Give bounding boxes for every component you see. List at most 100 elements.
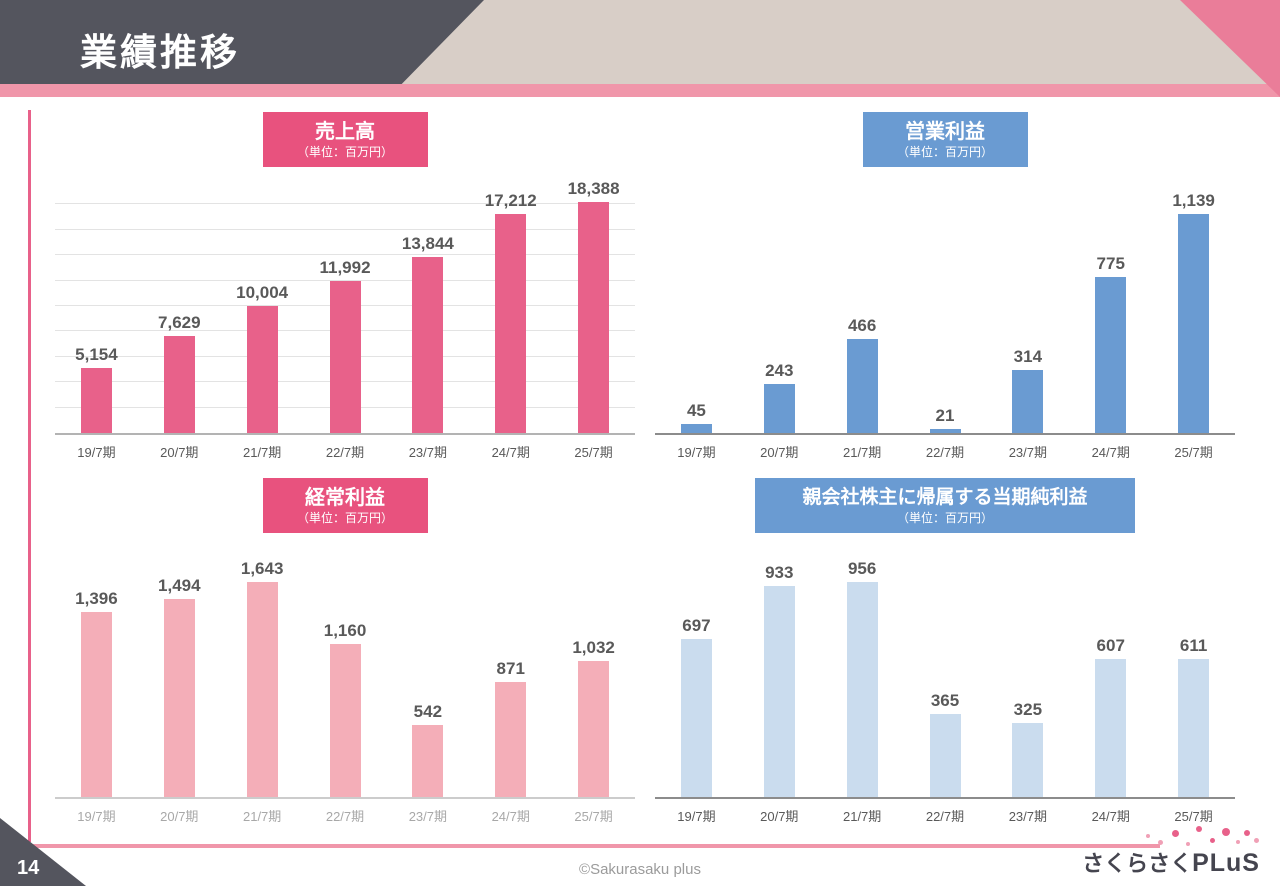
bar-column: 21 xyxy=(904,191,987,433)
net-income-chart-title-box: 親会社株主に帰属する当期純利益 （単位：百万円） xyxy=(755,478,1135,533)
category-axis: 19/7期 20/7期 21/7期 22/7期 23/7期 24/7期 25/7期 xyxy=(55,442,635,461)
bar-column: 7,629 xyxy=(138,179,221,433)
bar xyxy=(846,582,878,797)
bar xyxy=(763,585,795,797)
chart-unit-subtitle: （単位：百万円） xyxy=(296,511,393,525)
category-label: 19/7期 xyxy=(77,445,116,460)
category-label: 23/7期 xyxy=(1008,445,1048,460)
bar-value-label: 11,992 xyxy=(319,257,371,277)
company-logo: さくらさくPLuS xyxy=(1082,826,1260,877)
bar-column: 466 xyxy=(821,191,904,433)
bar xyxy=(1095,276,1127,433)
category-label: 19/7期 xyxy=(77,809,116,824)
bar-value-label: 933 xyxy=(765,562,794,582)
bar-value-label: 10,004 xyxy=(236,282,289,302)
bar-value-label: 697 xyxy=(682,616,711,636)
bar-value-label: 13,844 xyxy=(401,234,454,254)
plot-area: 1,396 1,494 1,643 1,160 542 871 1,032 xyxy=(55,559,635,799)
bar-column: 1,643 xyxy=(221,559,304,797)
logo-dot xyxy=(1236,840,1240,844)
bar-value-label: 466 xyxy=(847,316,877,336)
bar xyxy=(495,681,527,797)
page-title: 業績推移 xyxy=(80,32,240,73)
bar-column: 1,160 xyxy=(304,559,387,797)
category-axis: 19/7期 20/7期 21/7期 22/7期 23/7期 24/7期 25/7期 xyxy=(55,806,635,825)
revenue-chart-title-box: 売上高 （単位：百万円） xyxy=(262,112,428,167)
category-label: 22/7期 xyxy=(325,809,365,824)
logo-dot xyxy=(1186,842,1190,846)
header-accent-bar xyxy=(0,84,1280,97)
bar xyxy=(163,336,195,433)
category-axis: 19/7期 20/7期 21/7期 22/7期 23/7期 24/7期 25/7期 xyxy=(655,442,1235,461)
bar-column: 1,032 xyxy=(552,559,635,797)
bar-value-label: 1,494 xyxy=(158,576,201,596)
bar xyxy=(495,214,527,433)
bar xyxy=(246,582,278,797)
bar-column: 871 xyxy=(469,559,552,797)
revenue-chart: 売上高 （単位：百万円） 5,154 7,629 10,004 11,992 13,84… xyxy=(55,112,635,461)
bar xyxy=(80,367,112,433)
bar-column: 17,212 xyxy=(469,179,552,433)
bar-value-label: 314 xyxy=(1013,346,1043,366)
category-label: 19/7期 xyxy=(677,809,716,824)
bar-column: 1,396 xyxy=(55,559,138,797)
category-label: 22/7期 xyxy=(925,809,965,824)
bar-value-label: 45 xyxy=(686,400,706,420)
ordinary-profit-chart: 経常利益 （単位：百万円） 1,396 1,494 1,643 1,160 542 871… xyxy=(55,478,635,825)
bar-value-label: 1,160 xyxy=(323,620,367,640)
bar-value-label: 611 xyxy=(1179,635,1208,655)
bar-column: 933 xyxy=(738,559,821,797)
category-label: 21/7期 xyxy=(242,445,282,460)
bar-column: 18,388 xyxy=(552,179,635,433)
bar xyxy=(1178,214,1210,433)
bar-column: 607 xyxy=(1069,559,1152,797)
operating-profit-chart-title-box: 営業利益 （単位：百万円） xyxy=(862,112,1028,167)
logo-text-jp: さくらさく xyxy=(1082,851,1193,876)
net-income-chart: 親会社株主に帰属する当期純利益 （単位：百万円） 697 933 956 365 325… xyxy=(655,478,1235,825)
category-label: 24/7期 xyxy=(491,445,530,460)
bar-column: 325 xyxy=(986,559,1069,797)
category-label: 25/7期 xyxy=(574,445,613,460)
bar-value-label: 775 xyxy=(1096,253,1125,273)
bar-value-label: 542 xyxy=(413,702,443,722)
bar xyxy=(929,428,961,433)
category-label: 22/7期 xyxy=(325,445,365,460)
chart-unit-subtitle: （単位：百万円） xyxy=(896,145,993,159)
bar-value-label: 1,643 xyxy=(240,559,284,578)
category-label: 21/7期 xyxy=(242,809,282,824)
bar xyxy=(846,339,878,433)
category-label: 21/7期 xyxy=(842,445,882,460)
logo-dot xyxy=(1172,830,1179,837)
ordinary-profit-chart-title-box: 経常利益 （単位：百万円） xyxy=(262,478,428,533)
category-label: 23/7期 xyxy=(1008,809,1048,824)
category-label: 24/7期 xyxy=(1091,445,1130,460)
bar-value-label: 325 xyxy=(1013,700,1043,720)
page-number: 14 xyxy=(17,857,40,879)
logo-text-en: PLuS xyxy=(1192,849,1260,877)
bar-column: 697 xyxy=(655,559,738,797)
category-label: 23/7期 xyxy=(408,445,448,460)
bar xyxy=(1095,659,1127,797)
bar-value-label: 1,139 xyxy=(1172,191,1215,210)
bar xyxy=(1012,369,1044,433)
bar xyxy=(1178,658,1210,797)
bar-value-label: 607 xyxy=(1096,636,1125,656)
bar xyxy=(1012,723,1044,797)
chart-unit-subtitle: （単位：百万円） xyxy=(296,145,393,159)
bar xyxy=(578,660,610,797)
logo-dot xyxy=(1210,838,1215,843)
logo-dot xyxy=(1196,826,1202,832)
plot-area: 697 933 956 365 325 607 611 xyxy=(655,559,1235,799)
category-label: 23/7期 xyxy=(408,809,448,824)
logo-dot xyxy=(1254,838,1259,843)
bar-value-label: 956 xyxy=(847,559,877,578)
category-label: 25/7期 xyxy=(1174,445,1213,460)
bar-column: 956 xyxy=(821,559,904,797)
bar-column: 542 xyxy=(386,559,469,797)
bar xyxy=(412,725,444,797)
bar xyxy=(763,384,795,433)
bar xyxy=(578,202,610,433)
bar xyxy=(246,305,278,433)
bar-value-label: 365 xyxy=(930,691,960,711)
bar xyxy=(329,643,361,797)
